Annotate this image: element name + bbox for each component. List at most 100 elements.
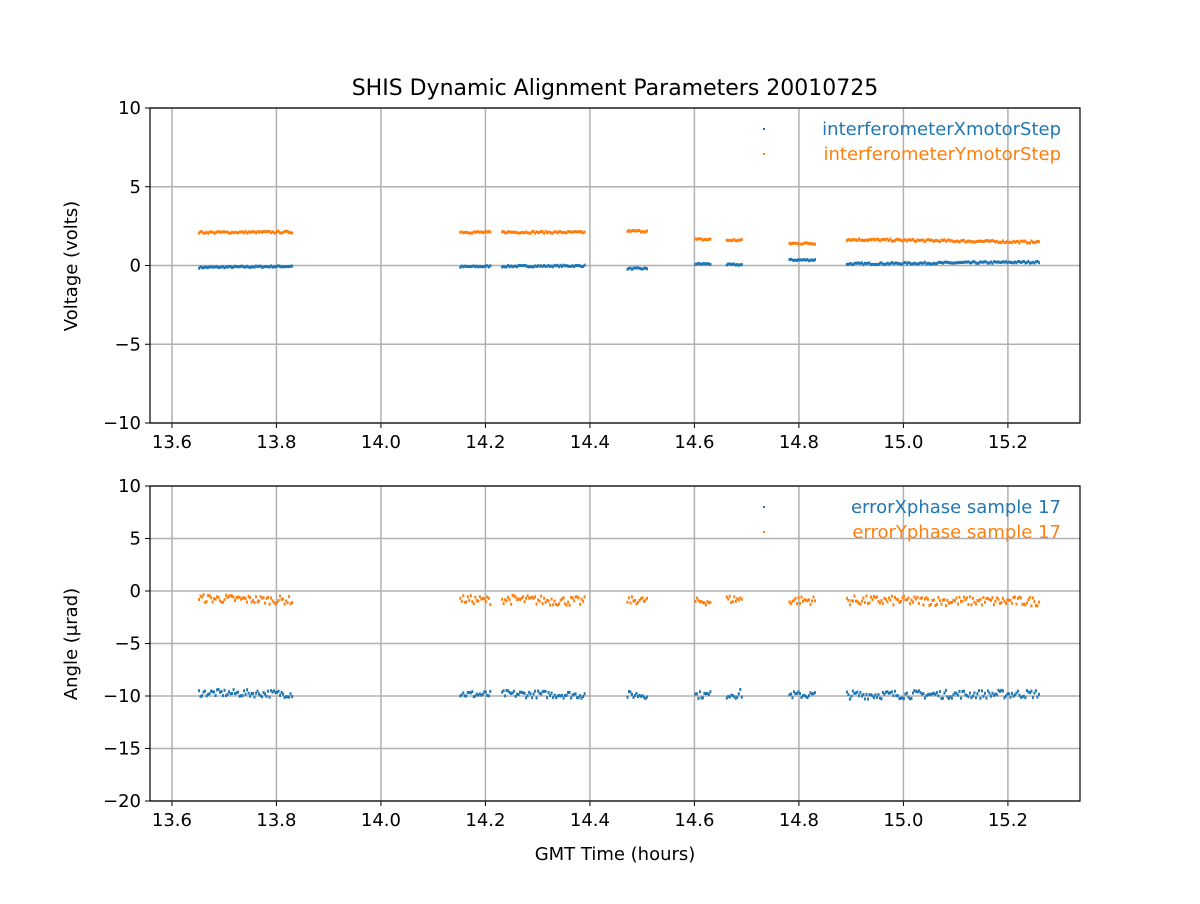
data-point [207, 594, 210, 598]
data-point [934, 604, 937, 608]
data-point [262, 691, 265, 695]
data-point [626, 229, 629, 233]
data-point [917, 601, 920, 605]
data-point [468, 690, 471, 694]
data-point [880, 697, 883, 701]
data-point [534, 595, 537, 599]
data-point [276, 229, 279, 233]
data-point [851, 599, 854, 603]
data-point [234, 264, 237, 268]
data-point [859, 261, 862, 265]
data-point [913, 261, 916, 265]
data-point [920, 692, 923, 696]
data-point [232, 265, 235, 269]
data-point [541, 602, 544, 606]
data-point [902, 261, 905, 265]
data-point [970, 261, 973, 265]
axes-frame [149, 107, 1081, 424]
data-point [211, 230, 214, 234]
data-point [949, 695, 952, 699]
data-point [998, 260, 1001, 264]
data-point [226, 265, 229, 269]
data-point [241, 596, 244, 600]
data-point [265, 230, 268, 234]
data-point [958, 260, 961, 264]
data-point [1022, 239, 1025, 243]
data-point [280, 597, 283, 601]
data-point [898, 238, 901, 242]
data-point [511, 265, 514, 269]
data-point [540, 229, 543, 233]
data-point [928, 692, 931, 696]
data-point [460, 693, 463, 697]
data-point [789, 692, 792, 696]
data-point [520, 264, 523, 268]
data-point [896, 262, 899, 266]
data-point [282, 692, 285, 696]
data-point [856, 239, 859, 243]
data-point [917, 238, 920, 242]
data-point [791, 696, 794, 700]
data-point [850, 262, 853, 266]
data-point [851, 237, 854, 241]
data-point [851, 689, 854, 693]
data-point [529, 596, 532, 600]
data-point [487, 596, 490, 600]
data-point [540, 594, 543, 598]
data-point [731, 238, 734, 242]
data-point [472, 264, 475, 268]
data-point [556, 603, 559, 607]
data-point [466, 264, 469, 268]
data-point [564, 231, 567, 235]
data-point [994, 240, 997, 244]
data-point [964, 598, 967, 602]
data-point [638, 598, 641, 602]
data-point [537, 264, 540, 268]
data-point [644, 230, 647, 234]
data-point [869, 595, 872, 599]
data-point [235, 265, 238, 269]
data-point [958, 689, 961, 693]
data-point [997, 688, 1000, 692]
data-point [868, 261, 871, 265]
legend-marker [763, 531, 765, 533]
data-point [1018, 693, 1021, 697]
data-point [923, 260, 926, 264]
data-point [555, 230, 558, 234]
data-point [1003, 241, 1006, 245]
data-point [577, 696, 580, 700]
data-point [580, 597, 583, 601]
data-point [222, 600, 225, 604]
data-point [794, 258, 797, 262]
data-point [991, 261, 994, 265]
data-point [704, 692, 707, 696]
data-point [553, 599, 556, 603]
data-point [1003, 260, 1006, 264]
data-point [252, 691, 255, 695]
data-point [880, 238, 883, 242]
data-point [704, 262, 707, 266]
data-point [546, 696, 549, 700]
data-point [222, 694, 225, 698]
data-point [246, 264, 249, 268]
data-point [701, 238, 704, 242]
data-point [517, 597, 520, 601]
data-point [1016, 689, 1019, 693]
data-point [552, 265, 555, 269]
data-point [1033, 600, 1036, 604]
data-point [553, 230, 556, 234]
data-point [523, 264, 526, 268]
data-point [1028, 595, 1031, 599]
data-point [1016, 239, 1019, 243]
data-point [229, 231, 232, 235]
data-point [255, 264, 258, 268]
data-point [946, 695, 949, 699]
data-point [810, 599, 813, 603]
data-point [1027, 241, 1030, 245]
data-point [739, 263, 742, 267]
data-point [629, 690, 632, 694]
data-point [697, 696, 700, 700]
data-point [926, 597, 929, 601]
data-point [274, 602, 277, 606]
data-point [532, 596, 535, 600]
